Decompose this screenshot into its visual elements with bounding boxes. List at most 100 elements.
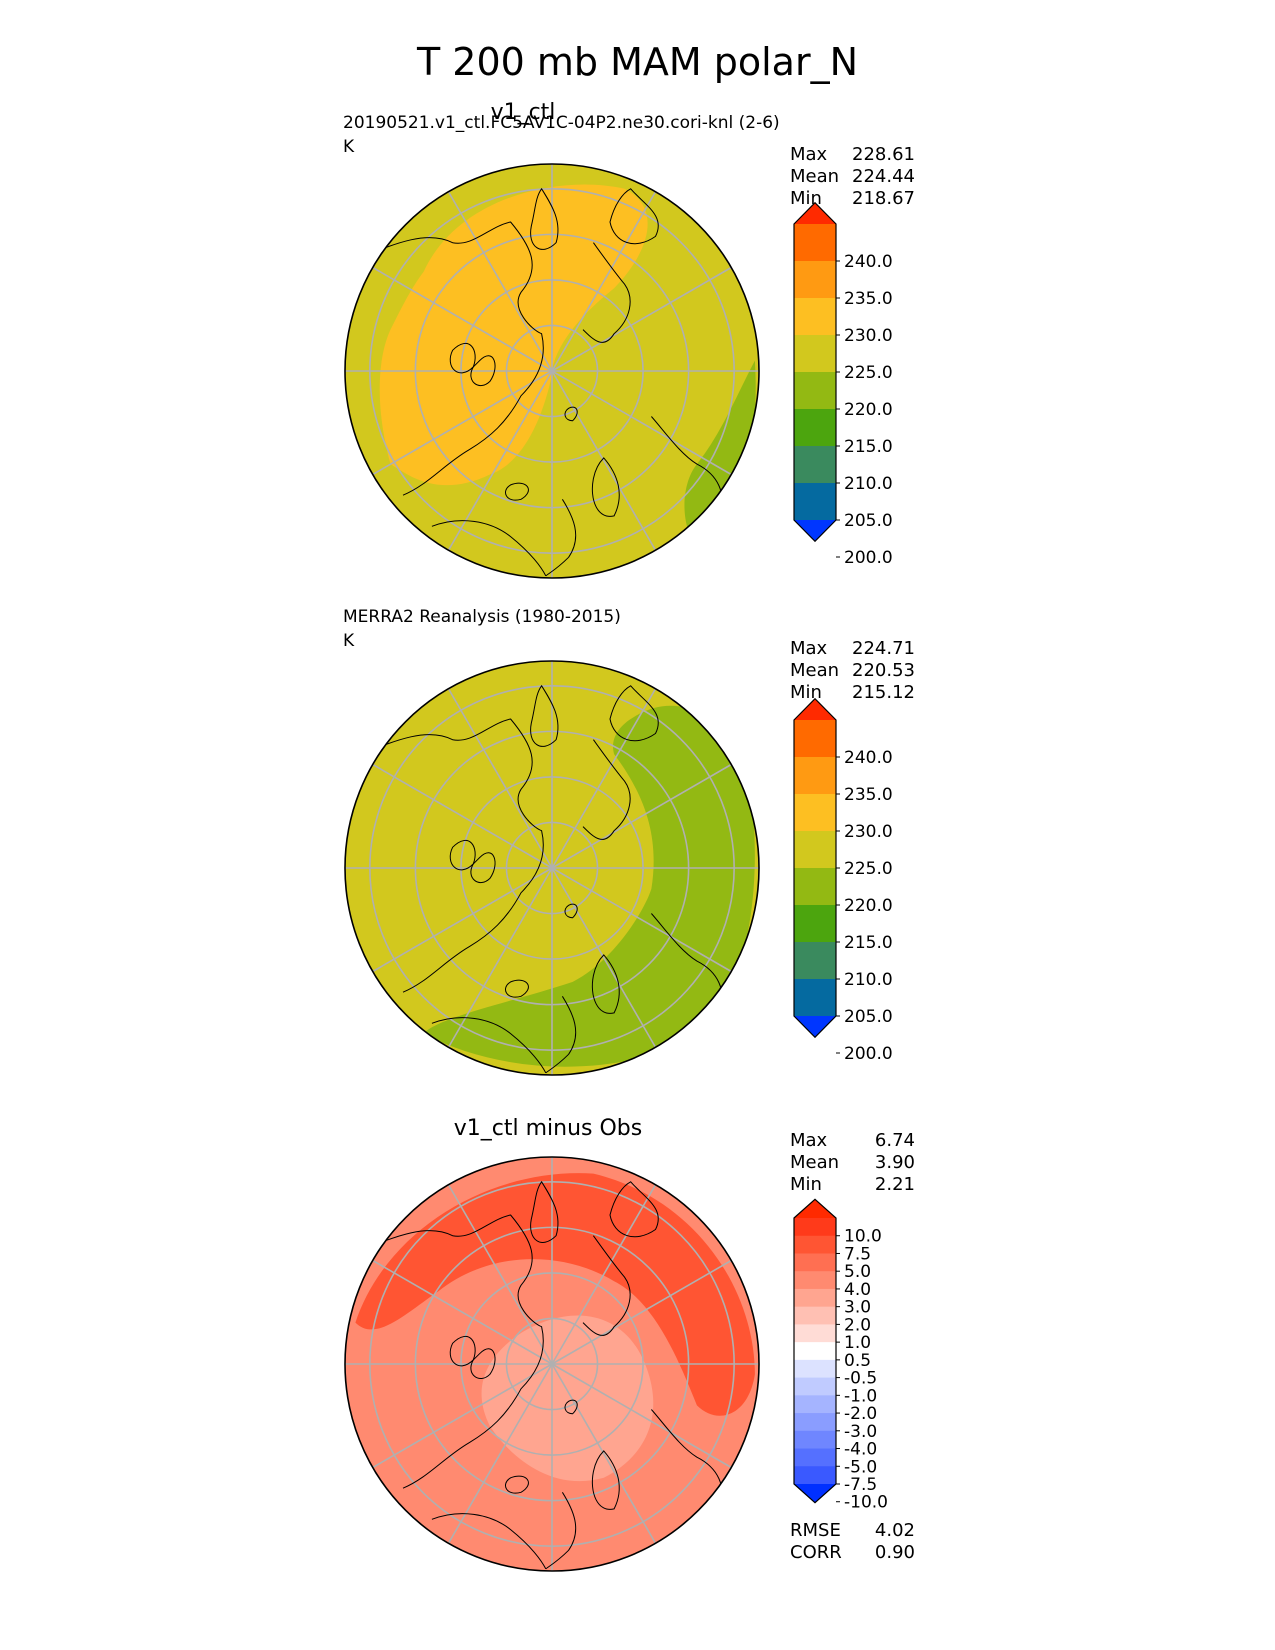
colorbar-3-segment [794,1395,836,1414]
colorbar-2-segment [794,868,836,906]
meridian-gridline [551,867,732,973]
colorbar-2-segment [794,979,836,1017]
coastline [505,482,529,501]
colorbar-2-tick-label: 215.0 [844,933,893,953]
coastline [545,1492,577,1570]
colorbar-2-tick-label: 200.0 [844,1044,893,1064]
panel-1-stats: Max 228.61 Mean 224.44 Min 218.67 [790,144,915,209]
colorbar-1-segment [794,483,836,521]
meridian-gridline [372,370,553,476]
colorbar-3-segment [794,1218,836,1237]
meridian-gridline [551,370,657,551]
coastline [470,355,496,387]
colorbar-3-segment [794,1253,836,1272]
panel-1-min: 218.67 [852,188,915,209]
colorbar-3-segment [794,1324,836,1343]
panel-2-units: K [343,631,355,651]
colorbar-3-tick-label: -3.0 [844,1422,877,1442]
colorbar-2-tick-label: 220.0 [844,896,893,916]
colorbar-2: 240.0 235.0 230.0 225.0 220.0 215.0 210.0 205.0… [793,697,893,1064]
panel-3-stats: Max 6.74 Mean 3.90 Min 2.21 [790,1130,915,1195]
coastline [609,1181,659,1238]
panel-2-subtitle: MERRA2 Reanalysis (1980-2015) K [343,605,621,653]
coastline [530,684,559,747]
colorbar-2-tick-label: 230.0 [844,822,893,842]
coastline [564,903,578,919]
colorbar-3-tick-label: 5.0 [844,1262,871,1282]
meridian-gridline [372,763,553,869]
colorbar-1-tick-label: 210.0 [844,474,893,494]
colorbar-3-segment [794,1235,836,1254]
colorbar-3-segment [794,1271,836,1290]
colorbar-3-tick-label: -0.5 [844,1369,877,1389]
coastline [530,187,559,250]
colorbar-2-segment [794,757,836,795]
coastline [582,242,631,343]
colorbar-3-segment [794,1306,836,1325]
panel-2-dataset-name: MERRA2 Reanalysis (1980-2015) [343,607,621,627]
coastline [431,1513,547,1570]
coastline [591,1450,620,1510]
colorbar-2-segment [794,905,836,943]
meridian-gridline [551,867,657,1048]
coastline [609,188,659,245]
map-1-boundary [344,163,760,579]
panel-1-mean: 224.44 [852,166,915,187]
coastline [449,840,476,871]
colorbar-3-tick-label: -2.0 [844,1404,877,1424]
coastline [361,221,544,496]
colorbar-2-extend-min [794,1016,836,1038]
colorbar-3-tick-label: 0.5 [844,1351,871,1371]
coastline [505,979,529,998]
colorbar-1-segment [794,335,836,373]
panel-3-mean: 3.90 [874,1152,915,1173]
panel-1-units: K [343,137,355,157]
colorbar-3-segment [794,1359,836,1379]
panel-2-max: 224.71 [852,638,915,659]
colorbar-2-tick-label: 225.0 [844,859,893,879]
colorbar-3-tick-label: -1.0 [844,1386,877,1406]
colorbar-3-tick-label: 2.0 [844,1315,871,1335]
colorbar-1-segment [794,261,836,299]
colorbar-3-segment [794,1288,836,1308]
coastline [449,1336,476,1367]
coastline [431,520,547,577]
colorbar-3-segment [794,1448,836,1467]
coastline [361,718,544,993]
map-1-contour-region-2 [684,360,756,547]
coastline [564,406,578,422]
colorbar-2-tick-label: 210.0 [844,970,893,990]
meridian-gridline [372,867,553,973]
panel-1-subtitle: 20190521.v1_ctl.FC5AV1C-04P2.ne30.cori-k… [343,111,780,159]
colorbar-1-segment [794,446,836,484]
meridian-gridline [551,1184,657,1365]
meridian-gridline [551,266,732,372]
panel-3-metrics: RMSE 4.02 CORR 0.90 [790,1520,915,1563]
panel-3-corr: 0.90 [874,1542,915,1563]
coastline [361,1214,544,1489]
colorbar-1-tick-label: 235.0 [844,289,893,309]
colorbar-1-tick-label: 230.0 [844,326,893,346]
map-3-boundary [344,1156,760,1572]
coastline [470,1348,496,1379]
colorbar-1-tick-label: 225.0 [844,363,893,383]
map-2-contour-region-1 [423,705,755,1067]
colorbar-1-segment [794,298,836,336]
meridian-gridline [447,191,553,372]
map-panel-1 [344,163,760,579]
colorbar-2-segment [794,720,836,758]
meridian-gridline [551,191,657,372]
meridian-gridline [372,266,553,372]
panel-1-case-name: 20190521.v1_ctl.FC5AV1C-04P2.ne30.cori-k… [343,113,780,133]
colorbar-2-tick-label: 240.0 [844,748,893,768]
colorbar-3-tick-label: -10.0 [844,1493,888,1513]
meridian-gridline [551,1363,732,1469]
coastline [591,457,620,517]
colorbar-3-segment [794,1413,836,1432]
colorbar-3-tick-label: 1.0 [844,1333,871,1353]
map-1-contour-region-1 [379,184,648,486]
meridian-gridline [447,1184,553,1365]
coastline [591,954,620,1014]
colorbar-3-tick-label: 7.5 [844,1244,871,1264]
